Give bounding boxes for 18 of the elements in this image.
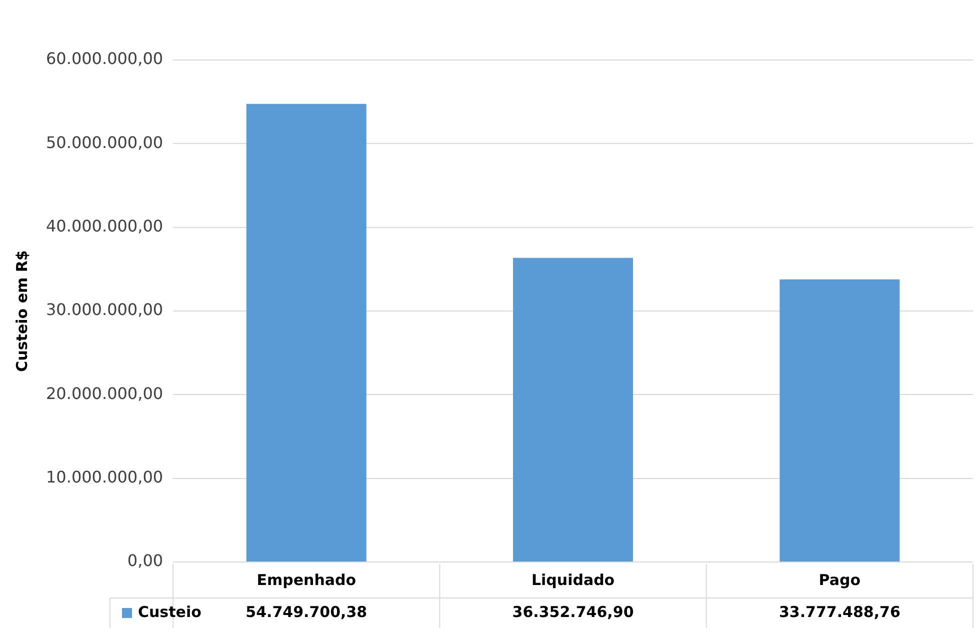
y-tick-label: 10.000.000,00 <box>46 467 164 486</box>
x-tick-label: Liquidado <box>531 570 615 589</box>
y-tick-label: 60.000.000,00 <box>46 49 164 68</box>
y-tick-label: 0,00 <box>127 551 164 570</box>
y-tick-label: 40.000.000,00 <box>46 216 164 236</box>
y-tick-label: 30.000.000,00 <box>46 300 164 320</box>
legend-label: Custeio <box>138 602 202 621</box>
bar <box>780 279 900 562</box>
data-label: 33.777.488,76 <box>778 602 900 621</box>
y-tick-label: 20.000.000,00 <box>46 384 164 403</box>
y-axis-title: Custeio em R$ <box>12 250 31 372</box>
x-tick-label: Pago <box>818 570 861 589</box>
bar <box>513 258 634 562</box>
data-label: 54.749.700,38 <box>246 602 368 621</box>
x-tick-label: Empenhado <box>256 570 356 589</box>
bar <box>246 104 366 562</box>
y-tick-label: 50.000.000,00 <box>46 132 164 152</box>
data-label: 36.352.746,90 <box>512 602 634 621</box>
